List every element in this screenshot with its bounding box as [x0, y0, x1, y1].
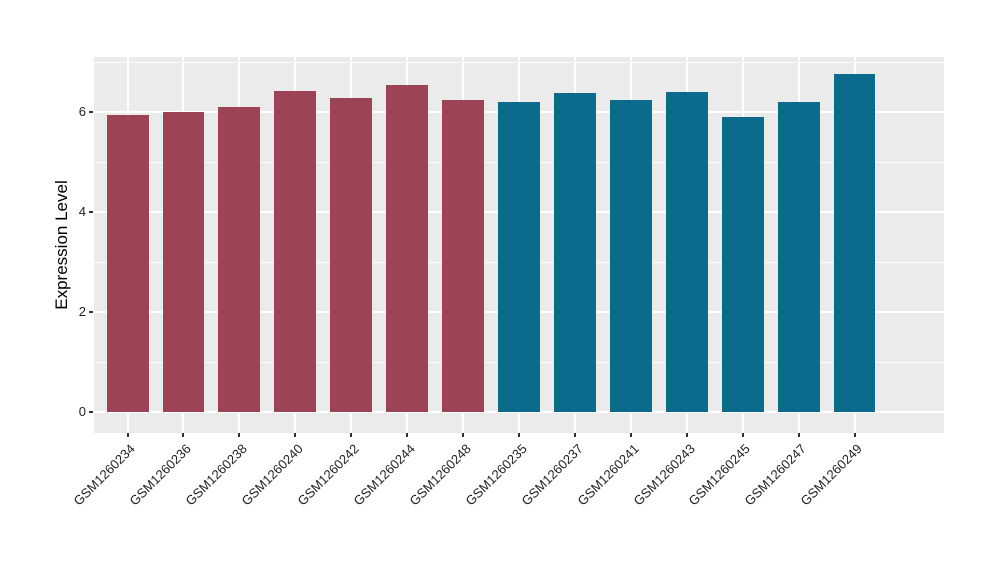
y-tick-4	[89, 211, 93, 213]
bar-GSM1260236	[162, 111, 205, 412]
x-tick-GSM1260235	[518, 433, 520, 437]
bar-GSM1260244	[386, 84, 429, 412]
bar-GSM1260238	[218, 106, 261, 412]
x-tick-GSM1260241	[629, 433, 632, 437]
bar-GSM1260242	[330, 97, 373, 412]
y-tick-label-0: 0	[78, 404, 86, 419]
bar-GSM1260240	[274, 90, 317, 412]
x-tick-GSM1260245	[741, 433, 744, 437]
y-tick-0	[89, 411, 93, 413]
plot-panel	[94, 57, 944, 433]
x-tick-GSM1260249	[853, 433, 856, 437]
x-tick-GSM1260238	[238, 433, 241, 437]
x-tick-GSM1260247	[797, 433, 800, 437]
y-tick-label-6: 6	[78, 104, 86, 119]
bar-GSM1260234	[106, 115, 149, 412]
x-tick-GSM1260234	[126, 433, 129, 437]
bar-GSM1260237	[553, 92, 596, 412]
x-tick-GSM1260237	[573, 433, 576, 437]
bar-GSM1260243	[665, 91, 708, 412]
x-tick-GSM1260242	[350, 433, 353, 437]
bar-GSM1260247	[777, 102, 820, 412]
bar-GSM1260241	[609, 99, 652, 412]
x-tick-GSM1260244	[406, 433, 409, 437]
y-axis-title: Expression Level	[52, 180, 71, 310]
x-tick-GSM1260240	[294, 433, 297, 437]
x-tick-GSM1260248	[462, 433, 465, 437]
x-tick-GSM1260236	[182, 433, 185, 437]
bar-GSM1260249	[833, 73, 876, 412]
y-tick-2	[89, 311, 93, 313]
x-tick-GSM1260243	[685, 433, 688, 437]
bar-GSM1260245	[721, 117, 764, 412]
y-tick-6	[89, 111, 93, 113]
y-tick-label-4: 4	[78, 204, 86, 219]
bar-GSM1260248	[442, 99, 485, 412]
bar-GSM1260235	[498, 102, 540, 412]
y-tick-label-2: 2	[78, 304, 86, 319]
